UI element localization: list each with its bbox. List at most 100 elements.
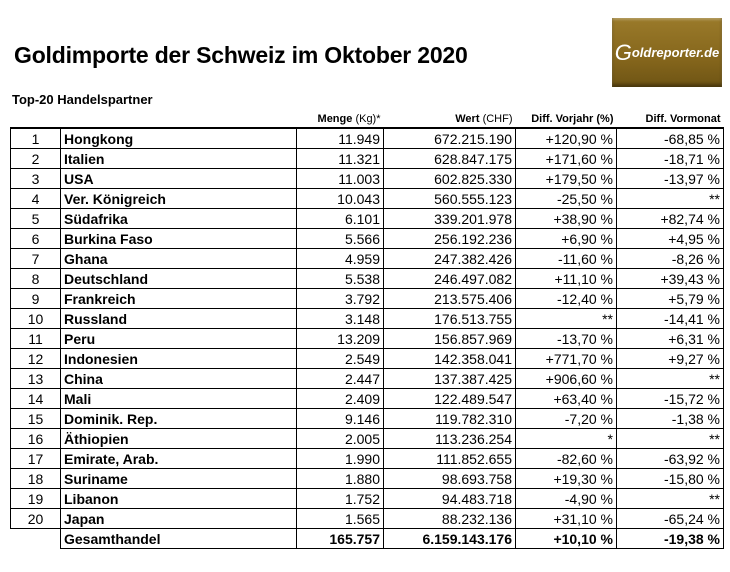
rank-cell: 5 [10, 208, 61, 229]
country-cell: Deutschland [60, 268, 297, 289]
rank-cell: 14 [10, 388, 61, 409]
rank-cell: 13 [10, 368, 61, 389]
country-cell: Hongkong [60, 127, 297, 149]
vorjahr-cell: * [515, 428, 617, 449]
vormonat-cell: +5,79 % [616, 288, 724, 309]
vormonat-cell: ** [616, 368, 724, 389]
vormonat-cell: +6,31 % [616, 328, 724, 349]
vorjahr-cell: +179,50 % [515, 168, 617, 189]
menge-cell: 5.538 [296, 268, 384, 289]
wert-cell: 88.232.136 [383, 508, 516, 529]
menge-cell: 2.549 [296, 348, 384, 369]
vormonat-cell: -14,41 % [616, 308, 724, 329]
header-menge: Menge (Kg)* [317, 112, 381, 125]
wert-cell: 119.782.310 [383, 408, 516, 429]
menge-cell: 2.447 [296, 368, 384, 389]
country-cell: Ver. Königreich [60, 188, 297, 209]
vorjahr-cell: +906,60 % [515, 368, 617, 389]
table-row: 9 Frankreich 3.792 213.575.406 -12,40 % +5,79… [10, 288, 724, 309]
table-row: 5 Südafrika 6.101 339.201.978 +38,90 % +82,74… [10, 208, 724, 229]
rank-cell: 9 [10, 288, 61, 309]
table-row: 18 Suriname 1.880 98.693.758 +19,30 % -15,80 … [10, 468, 724, 489]
wert-cell: 672.215.190 [383, 127, 516, 149]
page-title: Goldimporte der Schweiz im Oktober 2020 [14, 42, 468, 68]
wert-cell: 628.847.175 [383, 148, 516, 169]
rank-cell: 11 [10, 328, 61, 349]
country-cell: China [60, 368, 297, 389]
vorjahr-cell: -7,20 % [515, 408, 617, 429]
wert-cell: 246.497.082 [383, 268, 516, 289]
vorjahr-cell: -13,70 % [515, 328, 617, 349]
country-cell: Äthiopien [60, 428, 297, 449]
country-cell: Dominik. Rep. [60, 408, 297, 429]
vorjahr-cell: -82,60 % [515, 448, 617, 469]
vorjahr-cell: ** [515, 308, 617, 329]
wert-cell: 111.852.655 [383, 448, 516, 469]
rank-cell: 10 [10, 308, 61, 329]
rank-cell: 17 [10, 448, 61, 469]
rank-cell: 3 [10, 168, 61, 189]
menge-cell: 6.101 [296, 208, 384, 229]
menge-cell: 11.321 [296, 148, 384, 169]
header-vorjahr: Diff. Vorjahr (%) [531, 112, 614, 125]
menge-cell: 9.146 [296, 408, 384, 429]
rank-cell: 4 [10, 188, 61, 209]
vormonat-cell: +82,74 % [616, 208, 724, 229]
country-cell: Indonesien [60, 348, 297, 369]
vormonat-cell: -68,85 % [616, 127, 724, 149]
table-row: 1 Hongkong 11.949 672.215.190 +120,90 % -68,8… [10, 127, 724, 149]
vorjahr-cell: -11,60 % [515, 248, 617, 269]
vorjahr-cell: +771,70 % [515, 348, 617, 369]
total-row: Gesamthandel 165.757 6.159.143.176 +10,10 %… [10, 528, 724, 549]
vormonat-cell: +9,27 % [616, 348, 724, 369]
total-wert-cell: 6.159.143.176 [383, 528, 516, 549]
wert-cell: 142.358.041 [383, 348, 516, 369]
table-row: 4 Ver. Königreich 10.043 560.555.123 -25,50 … [10, 188, 724, 209]
table-row: 16 Äthiopien 2.005 113.236.254 * ** [10, 428, 724, 449]
wert-cell: 256.192.236 [383, 228, 516, 249]
menge-cell: 2.409 [296, 388, 384, 409]
vormonat-cell: +4,95 % [616, 228, 724, 249]
country-cell: Italien [60, 148, 297, 169]
rank-cell: 8 [10, 268, 61, 289]
table-row: 20 Japan 1.565 88.232.136 +31,10 % -65,24 % [10, 508, 724, 529]
vorjahr-cell: -25,50 % [515, 188, 617, 209]
vorjahr-cell: -4,90 % [515, 488, 617, 509]
vorjahr-cell: +120,90 % [515, 127, 617, 149]
table-row: 2 Italien 11.321 628.847.175 +171,60 % -18,71… [10, 148, 724, 169]
vorjahr-cell: +11,10 % [515, 268, 617, 289]
total-vormonat-cell: -19,38 % [616, 528, 724, 549]
country-cell: Burkina Faso [60, 228, 297, 249]
rank-cell: 20 [10, 508, 61, 529]
menge-cell: 4.959 [296, 248, 384, 269]
vormonat-cell: +39,43 % [616, 268, 724, 289]
country-cell: Frankreich [60, 288, 297, 309]
wert-cell: 213.575.406 [383, 288, 516, 309]
menge-cell: 1.565 [296, 508, 384, 529]
vormonat-cell: -18,71 % [616, 148, 724, 169]
table-row: 7 Ghana 4.959 247.382.426 -11,60 % -8,26 % [10, 248, 724, 269]
wert-cell: 602.825.330 [383, 168, 516, 189]
vorjahr-cell: +6,90 % [515, 228, 617, 249]
vorjahr-cell: +63,40 % [515, 388, 617, 409]
vormonat-cell: -8,26 % [616, 248, 724, 269]
country-cell: Russland [60, 308, 297, 329]
table-row: 13 China 2.447 137.387.425 +906,60 % ** [10, 368, 724, 389]
country-cell: Emirate, Arab. [60, 448, 297, 469]
country-cell: Peru [60, 328, 297, 349]
country-cell: Ghana [60, 248, 297, 269]
menge-cell: 11.003 [296, 168, 384, 189]
table-subtitle: Top-20 Handelspartner [12, 92, 153, 107]
trade-partners-table: Menge (Kg)* Wert (CHF) Diff. Vorjahr (%)… [10, 110, 724, 549]
table-row: 10 Russland 3.148 176.513.755 ** -14,41 % [10, 308, 724, 329]
header-row: Menge (Kg)* Wert (CHF) Diff. Vorjahr (%)… [11, 110, 724, 128]
wert-cell: 339.201.978 [383, 208, 516, 229]
total-rank-cell [10, 528, 61, 549]
table-row: 12 Indonesien 2.549 142.358.041 +771,70 % +9,… [10, 348, 724, 369]
vorjahr-cell: +171,60 % [515, 148, 617, 169]
wert-cell: 247.382.426 [383, 248, 516, 269]
rank-cell: 19 [10, 488, 61, 509]
menge-cell: 3.792 [296, 288, 384, 309]
rank-cell: 16 [10, 428, 61, 449]
